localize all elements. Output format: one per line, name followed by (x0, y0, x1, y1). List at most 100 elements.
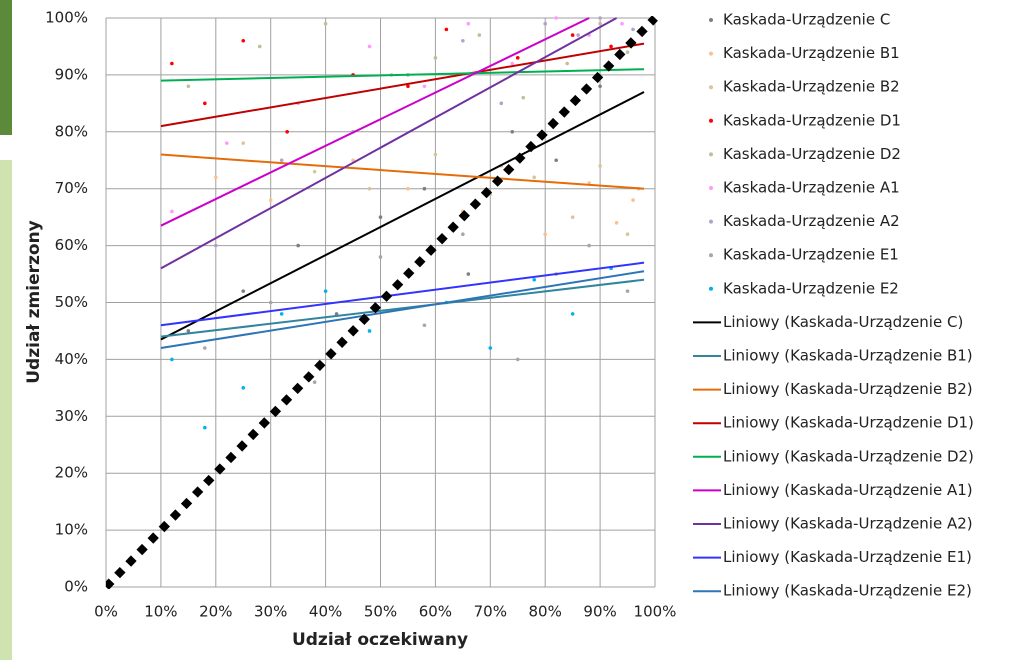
scatter-point (598, 21, 602, 26)
scatter-point (625, 289, 630, 293)
scatter-point (406, 186, 410, 191)
legend-marker (709, 152, 713, 157)
background-image-strip (0, 0, 12, 135)
scatter-point (241, 141, 246, 145)
trend-line (160, 153, 645, 190)
scatter-point (214, 175, 218, 180)
scatter-point (257, 44, 262, 49)
scatter-point (312, 169, 317, 174)
scatter-point (241, 386, 246, 390)
scatter-point (367, 329, 372, 333)
legend-label: Kaskada-Urządzenie B2 (723, 78, 900, 96)
legend-marker (709, 18, 713, 22)
scatter-point (598, 84, 602, 89)
legend-marker (709, 51, 713, 56)
trend-line (160, 91, 645, 341)
x-tick-label: 80% (529, 603, 562, 621)
legend-marker (709, 253, 713, 258)
scatter-point (477, 33, 482, 37)
legend-marker (709, 186, 713, 190)
scatter-point (570, 33, 575, 37)
trend-line (160, 17, 618, 270)
x-tick-label: 100% (634, 603, 677, 621)
scatter-point (224, 141, 229, 145)
trend-line (160, 278, 645, 338)
scatter-point (367, 44, 372, 49)
y-tick-label: 30% (55, 407, 88, 425)
scatter-point (378, 215, 383, 219)
y-tick-label: 100% (45, 9, 88, 27)
scatter-point (625, 50, 630, 54)
scatter-point (598, 164, 602, 168)
scatter-point (515, 357, 520, 362)
trend-line (160, 270, 645, 350)
scatter-point (466, 21, 471, 26)
scatter-point (554, 158, 558, 163)
scatter-point (598, 16, 602, 20)
y-axis-title: Udział zmierzony (24, 220, 44, 384)
x-tick-label: 50% (364, 603, 397, 621)
scatter-point (614, 221, 619, 225)
scatter-point (521, 95, 526, 100)
legend-label: Liniowy (Kaskada-Urządzenie D1) (723, 414, 974, 432)
legend-marker (709, 286, 713, 291)
scatter-point (631, 27, 635, 32)
scatter-point (499, 101, 504, 106)
scatter-point (323, 21, 328, 26)
scatter-point (296, 243, 300, 248)
scatter-point (631, 198, 635, 202)
scatter-point (554, 16, 558, 20)
scatter-point (570, 215, 575, 219)
x-tick-label: 10% (144, 603, 177, 621)
scatter-point (444, 27, 449, 32)
legend-label: Liniowy (Kaskada-Urządzenie B2) (723, 380, 973, 398)
y-tick-label: 60% (55, 236, 88, 254)
scatter-point (488, 346, 493, 350)
legend-label: Liniowy (Kaskada-Urządzenie A1) (723, 481, 973, 499)
x-axis-title: Udział oczekiwany (292, 630, 468, 650)
scatter-point (587, 243, 591, 248)
scatter-point (532, 277, 537, 282)
legend-label: Liniowy (Kaskada-Urządzenie C) (723, 313, 963, 331)
y-tick-label: 10% (55, 521, 88, 539)
scatter-point (406, 84, 410, 89)
scatter-point (433, 152, 438, 157)
background-image-strip (0, 160, 12, 660)
scatter-point (203, 346, 207, 350)
x-tick-label: 0% (94, 603, 118, 621)
scatter-point (323, 289, 328, 293)
scatter-point (203, 101, 207, 106)
y-tick-label: 20% (55, 464, 88, 482)
y-tick-label: 40% (55, 350, 88, 368)
scatter-point (268, 300, 273, 305)
scatter-point (186, 329, 191, 333)
scatter-point (576, 33, 580, 37)
scatter-point (378, 255, 383, 259)
x-tick-label: 90% (583, 603, 616, 621)
trend-line (160, 68, 645, 82)
scatter-point (241, 289, 246, 293)
trend-line (160, 42, 645, 128)
x-tick-label: 60% (419, 603, 452, 621)
legend-label: Liniowy (Kaskada-Urządzenie E1) (723, 548, 972, 566)
scatter-point (279, 312, 284, 316)
scatter-point (285, 130, 289, 134)
scatter-point (515, 56, 520, 60)
legend-label: Kaskada-Urządzenie B1 (723, 44, 900, 62)
scatter-point (570, 312, 575, 316)
scatter-point (620, 21, 624, 26)
legend-label: Kaskada-Urządzenie E1 (723, 246, 899, 264)
y-tick-label: 70% (55, 179, 88, 197)
scatter-point (367, 186, 372, 191)
legend-label: Kaskada-Urządzenie A2 (723, 212, 900, 230)
scatter-point (433, 56, 438, 60)
legend-label: Liniowy (Kaskada-Urządzenie D2) (723, 447, 974, 465)
reference-line (106, 16, 658, 589)
y-tick-label: 50% (55, 293, 88, 311)
scatter-point (532, 175, 537, 180)
scatter-point (543, 21, 547, 26)
trend-line (160, 17, 590, 227)
scatter-point (543, 232, 547, 237)
legend-label: Kaskada-Urządzenie C (723, 11, 890, 29)
